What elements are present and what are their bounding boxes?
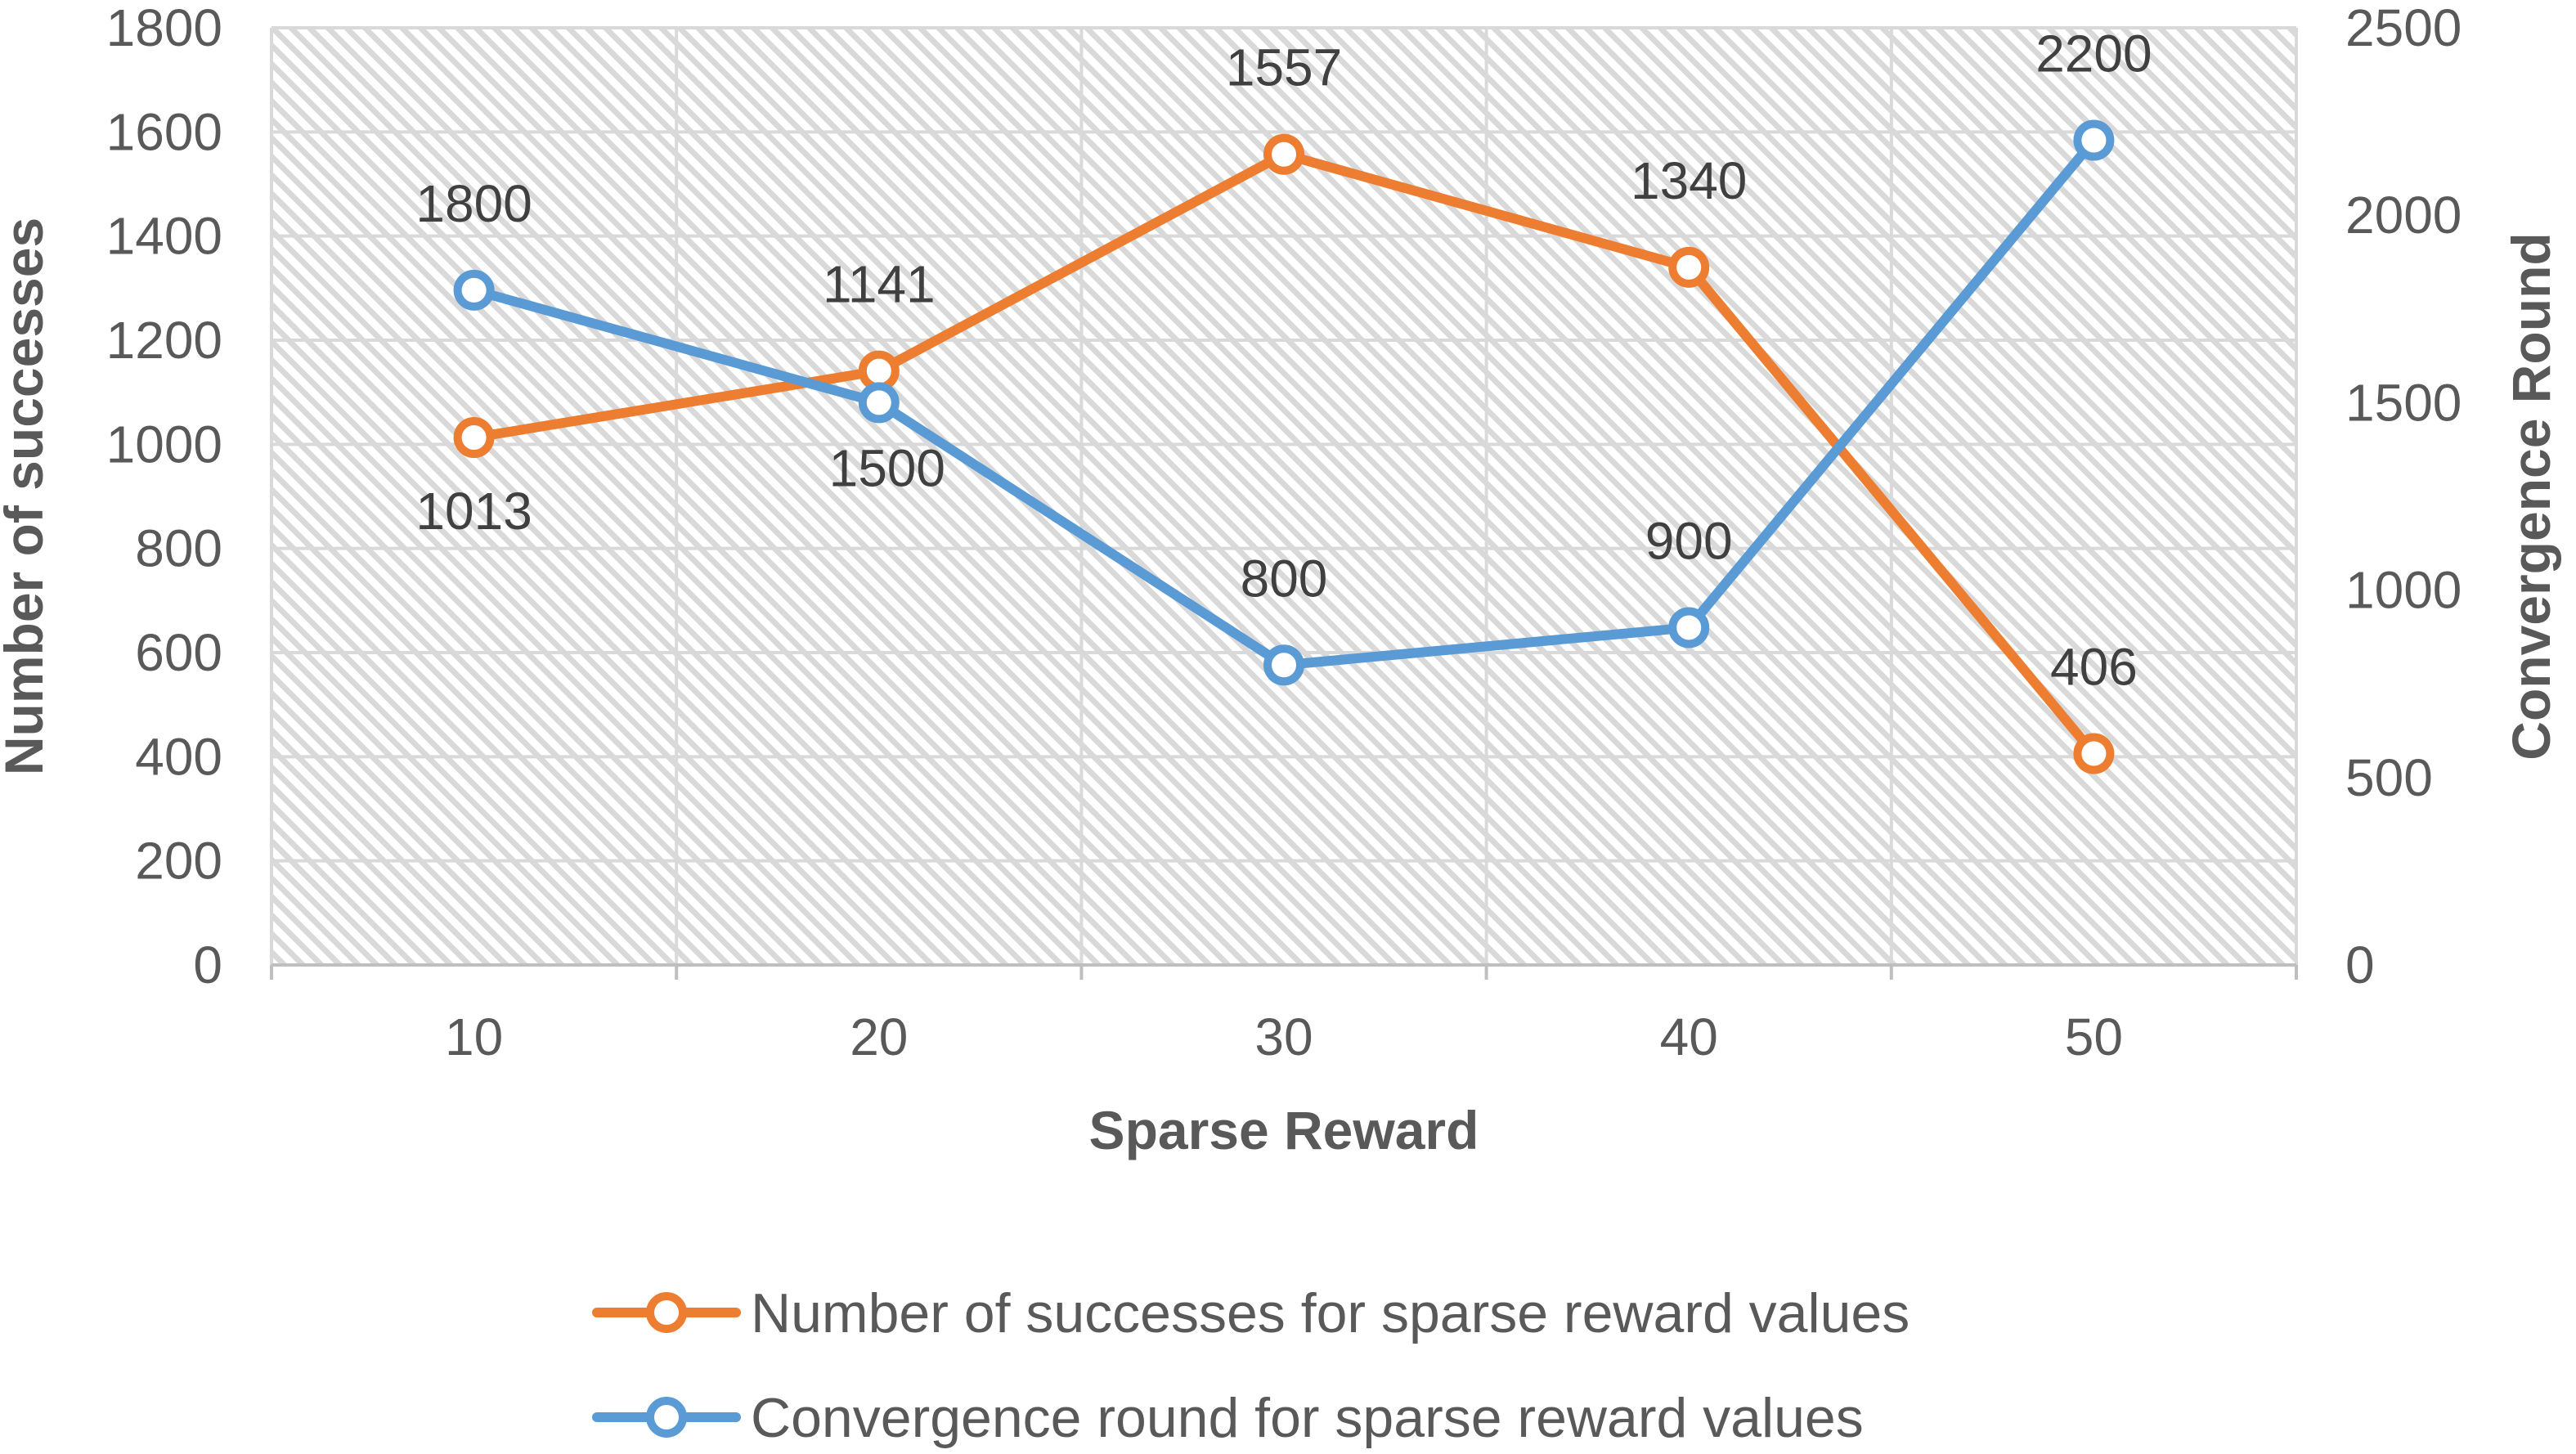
data-label: 1557 — [1226, 38, 1342, 97]
data-point — [2073, 119, 2115, 161]
left-y-tick-label: 0 — [193, 936, 222, 994]
legend-label: Number of successes for sparse reward va… — [751, 1282, 1910, 1344]
legend-label: Convergence round for sparse reward valu… — [751, 1387, 1864, 1449]
right-y-tick-label: 500 — [2345, 748, 2433, 807]
left-y-axis-title: Number of successes — [0, 218, 54, 775]
legend-marker — [646, 1292, 687, 1333]
series-layer: 1013 1141 1557 1340 406 1800 1500 800 900 2200 — [415, 25, 2152, 774]
data-point — [1263, 133, 1304, 175]
x-axis-title: Sparse Reward — [1089, 1100, 1479, 1160]
right-y-tick-label: 1000 — [2345, 561, 2462, 620]
left-y-tick-label: 1800 — [106, 0, 222, 57]
right-y-axis-title: Convergence Round — [2501, 232, 2561, 760]
x-axis: 10 20 30 40 50 — [270, 963, 2298, 1066]
legend: Number of successes for sparse reward va… — [592, 1282, 1910, 1449]
left-y-tick-label: 1200 — [106, 311, 222, 370]
x-tick-label: 50 — [2065, 1007, 2123, 1066]
left-y-tick-label: 1600 — [106, 102, 222, 161]
data-label: 800 — [1241, 549, 1328, 608]
left-y-tick-label: 200 — [135, 832, 222, 891]
x-tick-label: 40 — [1660, 1007, 1718, 1066]
x-tick-label: 30 — [1254, 1007, 1313, 1066]
gridlines — [270, 26, 2298, 967]
right-y-tick-label: 1500 — [2345, 373, 2462, 432]
left-y-tick-label: 1400 — [106, 207, 222, 266]
left-y-tick-label: 800 — [135, 519, 222, 578]
data-point — [453, 417, 495, 459]
left-y-tick-label: 600 — [135, 623, 222, 682]
data-label: 1500 — [829, 438, 945, 497]
left-y-axis: 0 200 400 600 800 1000 1200 1400 1600 1800 — [106, 0, 222, 994]
data-point — [1668, 607, 1710, 648]
series-group — [453, 133, 2115, 774]
x-tick-label: 20 — [850, 1007, 908, 1066]
right-y-tick-label: 2000 — [2345, 186, 2462, 245]
left-y-tick-label: 400 — [135, 727, 222, 786]
legend-item: Convergence round for sparse reward valu… — [592, 1387, 1864, 1449]
right-y-tick-label: 0 — [2345, 936, 2375, 994]
data-label: 2200 — [2035, 25, 2152, 83]
data-label: 1800 — [415, 174, 532, 233]
data-label: 1340 — [1631, 151, 1747, 210]
data-label: 1141 — [823, 255, 936, 314]
series-group — [453, 119, 2115, 686]
data-point — [1263, 644, 1304, 686]
data-label: 1013 — [415, 482, 532, 541]
data-point — [2073, 733, 2115, 774]
data-point — [453, 269, 495, 311]
data-point — [858, 382, 900, 424]
data-point — [1668, 246, 1710, 288]
legend-item: Number of successes for sparse reward va… — [592, 1282, 1910, 1344]
data-label: 900 — [1645, 511, 1733, 570]
data-label: 406 — [2050, 638, 2138, 697]
x-tick-label: 10 — [445, 1007, 503, 1066]
legend-marker — [646, 1397, 687, 1438]
plot-area — [272, 28, 2296, 965]
right-y-tick-label: 2500 — [2345, 0, 2462, 57]
left-y-tick-label: 1000 — [106, 415, 222, 473]
right-y-axis: 0 500 1000 1500 2000 2500 — [2345, 0, 2462, 994]
